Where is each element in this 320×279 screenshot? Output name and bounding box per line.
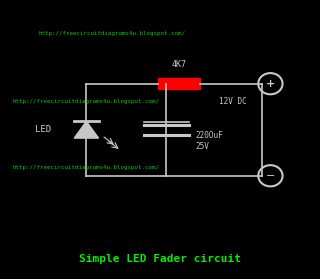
Text: http://freecircuitdiagrams4u.blogspot.com/: http://freecircuitdiagrams4u.blogspot.co… [38,31,185,36]
Text: 12V DC: 12V DC [219,97,247,106]
Text: LED: LED [35,125,51,134]
Text: +: + [266,79,275,89]
Text: −: − [266,171,275,181]
Text: 4K7: 4K7 [172,60,187,69]
Bar [158,78,200,89]
Polygon shape [74,121,99,138]
Text: http://freecircuitdiagrams4u.blogspot.com/: http://freecircuitdiagrams4u.blogspot.co… [13,165,160,170]
Text: Simple LED Fader circuit: Simple LED Fader circuit [79,254,241,264]
Text: http://freecircuitdiagrams4u.blogspot.com/: http://freecircuitdiagrams4u.blogspot.co… [13,99,160,104]
Text: 220OuF
25V: 220OuF 25V [195,131,223,151]
